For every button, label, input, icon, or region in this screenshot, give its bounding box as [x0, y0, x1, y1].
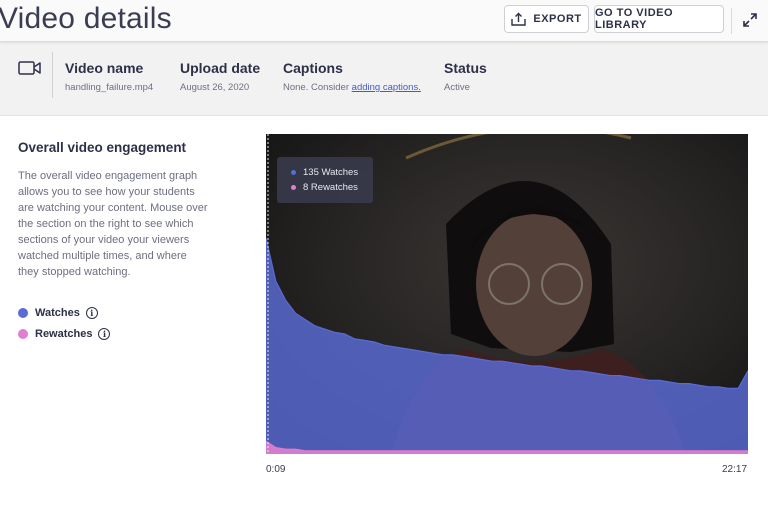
series-line-watches	[266, 237, 748, 389]
status-label: Status	[444, 60, 487, 76]
info-icon[interactable]: i	[98, 328, 111, 340]
tooltip-watches: 135 Watches	[303, 167, 359, 178]
status-value: Active	[444, 82, 470, 93]
upload-date-value: August 26, 2020	[180, 82, 250, 93]
status-field: Status Active	[444, 60, 487, 93]
export-label: EXPORT	[533, 13, 582, 25]
page-title: Video details	[0, 2, 172, 35]
watches-color-dot	[18, 308, 28, 318]
export-button[interactable]: EXPORT	[504, 5, 589, 33]
library-label: GO TO VIDEO LIBRARY	[595, 7, 674, 31]
captions-field: Captions None. Consider adding captions.	[283, 60, 421, 93]
upload-date-field: Upload date August 26, 2020	[180, 60, 260, 93]
rewatches-color-dot	[18, 329, 28, 339]
engagement-tooltip: 135 Watches 8 Rewatches	[277, 157, 373, 203]
go-to-video-library-button[interactable]: GO TO VIDEO LIBRARY	[594, 5, 724, 33]
video-name-value: handling_failure.mp4	[65, 82, 154, 93]
captions-prefix: None. Consider	[283, 82, 352, 93]
captions-label: Captions	[283, 60, 343, 76]
captions-value: None. Consider adding captions.	[283, 82, 421, 93]
engagement-title: Overall video engagement	[18, 140, 187, 155]
expand-icon[interactable]	[740, 10, 760, 30]
video-camera-icon	[18, 61, 41, 75]
watches-dot	[291, 170, 296, 175]
series-line-rewatches	[266, 440, 748, 452]
engagement-description: The overall video engagement graph allow…	[18, 170, 208, 278]
adding-captions-link[interactable]: adding captions.	[351, 82, 421, 93]
engagement-chart	[266, 134, 748, 454]
info-icon[interactable]: i	[85, 307, 98, 319]
engagement-card: Overall video engagement The overall vid…	[0, 115, 768, 506]
divider	[52, 52, 53, 98]
video-engagement-graph[interactable]: 135 Watches 8 Rewatches	[266, 134, 748, 454]
video-info-bar: Video name handling_failure.mp4 Upload d…	[0, 43, 768, 111]
rewatches-dot	[291, 185, 296, 190]
video-name-field: Video name handling_failure.mp4	[65, 60, 153, 93]
time-start: 0:09	[266, 464, 286, 475]
export-icon	[511, 12, 527, 26]
legend-rewatches-label: Rewatches	[35, 328, 93, 340]
tooltip-rewatches: 8 Rewatches	[303, 182, 358, 193]
legend-watches: Watches i	[18, 307, 98, 319]
legend-watches-label: Watches	[35, 307, 80, 319]
divider	[731, 8, 732, 34]
legend-rewatches: Rewatches i	[18, 328, 111, 340]
series-area-watches	[266, 238, 748, 454]
header-bar: Video details EXPORT GO TO VIDEO LIBRARY	[0, 0, 768, 42]
time-end: 22:17	[722, 464, 748, 475]
video-name-label: Video name	[65, 60, 144, 76]
upload-date-label: Upload date	[180, 60, 261, 76]
